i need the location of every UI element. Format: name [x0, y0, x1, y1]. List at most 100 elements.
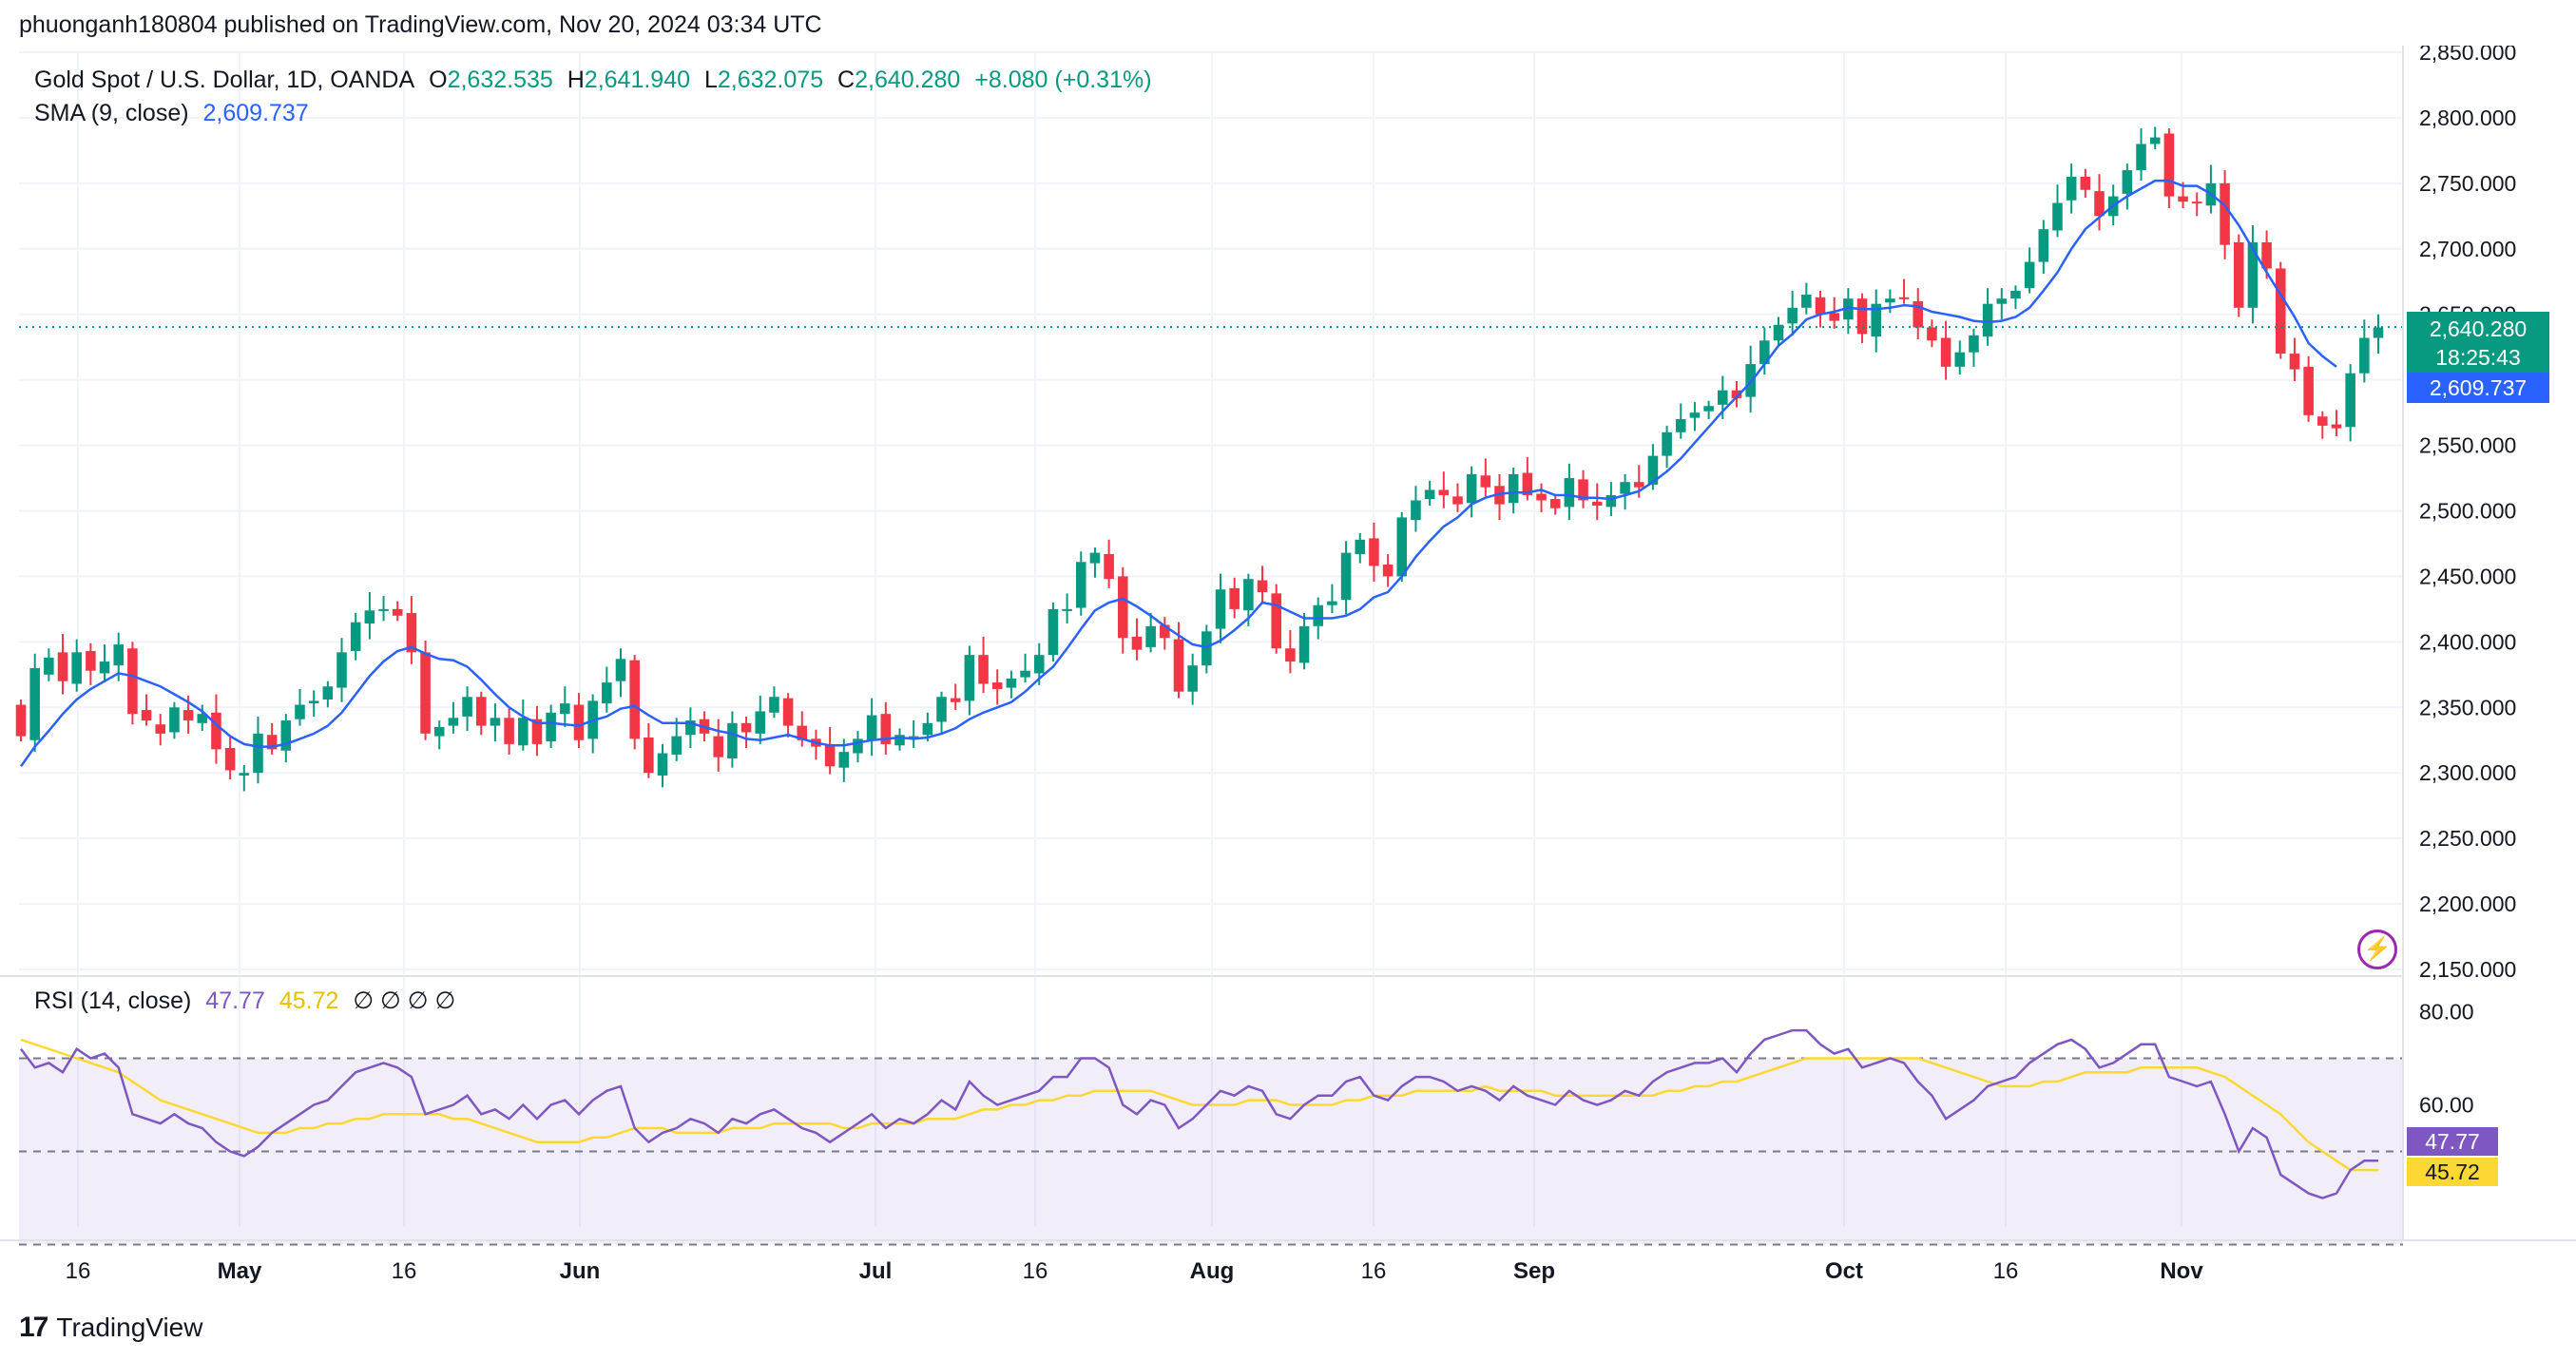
high-value: 2,641.940: [584, 67, 691, 93]
candle-body: [602, 682, 612, 704]
sma-legend: SMA (9, close) 2,609.737: [34, 100, 317, 127]
price-tick-label: 2,550.000: [2419, 433, 2516, 458]
candle-body: [1466, 473, 1477, 504]
price-tick-label: 2,300.000: [2419, 760, 2516, 785]
candle-body: [1815, 297, 1826, 315]
candle-body: [2289, 354, 2300, 370]
candle-body: [29, 667, 40, 740]
candle-body: [2331, 424, 2342, 429]
candle-body: [420, 652, 431, 734]
time-tick-label: 16: [1023, 1258, 1048, 1284]
candle-body: [2052, 202, 2063, 231]
candle-body: [2261, 241, 2272, 269]
candle-body: [1843, 298, 1854, 320]
candle-body: [448, 718, 459, 726]
candle-body: [1898, 297, 1910, 299]
time-tick-label: Jun: [560, 1258, 601, 1284]
candle-body: [1104, 553, 1114, 580]
candle-body: [1508, 473, 1519, 504]
candle-body: [1187, 665, 1198, 692]
tradingview-logo[interactable]: 17 TradingView: [19, 1312, 202, 1344]
candle-body: [44, 657, 54, 675]
candle-body: [224, 748, 236, 771]
candle-body: [1131, 636, 1143, 650]
rsi-value: 47.77: [205, 987, 265, 1014]
open-label: O: [429, 67, 448, 93]
price-tick-label: 2,700.000: [2419, 237, 2516, 261]
symbol-label[interactable]: Gold Spot / U.S. Dollar, 1D, OANDA: [34, 67, 415, 93]
candle-body: [504, 718, 514, 744]
candle-body: [1118, 576, 1128, 639]
candle-body: [560, 703, 570, 715]
grid-lines: [19, 51, 2403, 1226]
candle-body: [2233, 241, 2244, 308]
candle-body: [1243, 579, 1254, 611]
lightning-icon[interactable]: ⚡: [2357, 930, 2397, 969]
candle-body: [1633, 482, 1644, 488]
candle-body: [2010, 290, 2021, 299]
rsi-ma-line: [20, 1038, 2378, 1172]
sma-line: [19, 179, 2337, 768]
candle-body: [978, 655, 989, 684]
rsi-band: [19, 1057, 2403, 1246]
candle-body: [2191, 201, 2202, 204]
candle-body: [406, 613, 417, 653]
candle-body: [1494, 486, 1505, 505]
candle-body: [1075, 562, 1086, 608]
candle-body: [1424, 489, 1435, 500]
rsi-label[interactable]: RSI (14, close): [34, 987, 192, 1014]
candle-body: [280, 720, 292, 751]
candle-body: [1689, 412, 1701, 418]
candle-body: [615, 659, 626, 681]
tradingview-logo-icon: 17: [19, 1312, 48, 1343]
candle-body: [2359, 337, 2370, 374]
change-value: +8.080 (+0.31%): [974, 67, 1152, 93]
candle-body: [1173, 639, 1184, 692]
sma-label[interactable]: SMA (9, close): [34, 100, 189, 126]
candle-body: [1982, 303, 1993, 337]
candle-body: [15, 704, 27, 737]
candle-body: [1340, 552, 1352, 601]
candle-body: [1229, 587, 1240, 609]
candle-body: [531, 719, 543, 744]
candle-body: [1411, 500, 1421, 521]
candle-body: [1313, 604, 1324, 626]
candle-body: [308, 700, 319, 704]
candle-body: [1954, 352, 1966, 367]
candle-body: [1062, 608, 1072, 611]
candle-body: [1773, 324, 1784, 341]
candle-body: [727, 722, 738, 759]
countdown-value: 18:25:43: [2435, 345, 2521, 370]
candle-body: [2136, 144, 2146, 171]
candle-body: [657, 753, 668, 776]
price-tick-label: 2,150.000: [2419, 957, 2516, 982]
candle-body: [838, 752, 850, 768]
time-tick-label: Aug: [1190, 1258, 1235, 1284]
candle-body: [1160, 624, 1170, 639]
candle-body: [518, 718, 529, 746]
sma-price-tag: 2,609.737: [2407, 373, 2549, 403]
candle-body: [1480, 475, 1491, 488]
candle-body: [546, 712, 556, 742]
rsi-legend: RSI (14, close) 47.77 45.72 ∅ ∅ ∅ ∅: [34, 987, 463, 1015]
candle-body: [1591, 501, 1603, 506]
candle-body: [2317, 416, 2328, 426]
chart-canvas[interactable]: 2,850.0002,800.0002,750.0002,700.0002,65…: [0, 46, 2576, 1310]
candle-body: [253, 733, 263, 774]
candle-body: [1940, 337, 1951, 367]
candle-body: [378, 608, 389, 611]
candle-body: [1703, 406, 1714, 412]
close-value: 2,640.280: [855, 67, 961, 93]
axes: 2,850.0002,800.0002,750.0002,700.0002,65…: [0, 46, 2576, 1284]
candle-body: [183, 710, 194, 721]
time-tick-label: 16: [1361, 1258, 1387, 1284]
low-value: 2,632.075: [717, 67, 824, 93]
candle-body: [197, 714, 208, 723]
price-tick-label: 2,750.000: [2419, 171, 2516, 196]
price-tick-label: 2,800.000: [2419, 105, 2516, 130]
candle-body: [769, 697, 779, 713]
candle-body: [1578, 479, 1588, 501]
high-label: H: [567, 67, 585, 93]
candle-body: [1564, 478, 1575, 508]
candle-body: [1549, 499, 1561, 508]
